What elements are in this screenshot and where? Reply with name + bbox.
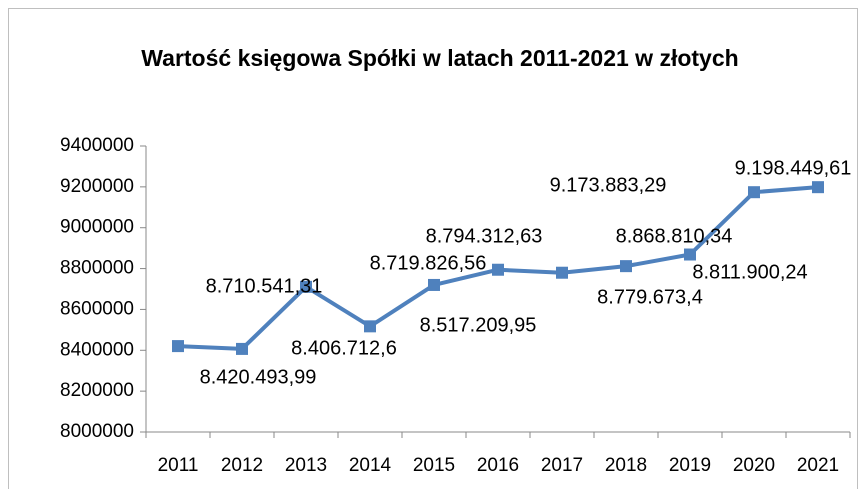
marker <box>684 248 696 261</box>
x-tick-label: 2011 <box>158 455 199 476</box>
data-label: 9.198.449,61 <box>735 157 852 179</box>
data-label: 8.406.712,6 <box>291 337 397 359</box>
x-tick-label: 2018 <box>605 455 647 476</box>
y-tick-label: 8400000 <box>60 339 134 360</box>
data-label: 8.868.810,34 <box>616 225 733 247</box>
marker <box>812 181 824 194</box>
marker <box>236 342 248 355</box>
data-label: 8.420.493,99 <box>200 366 317 388</box>
y-tick-label: 9200000 <box>60 176 134 197</box>
y-tick-label: 8600000 <box>60 298 134 319</box>
data-label: 8.779.673,4 <box>597 286 703 308</box>
data-label: 9.173.883,29 <box>550 174 667 196</box>
data-label: 8.710.541,31 <box>206 275 323 297</box>
chart-title: Wartość księgowa Spółki w latach 2011-20… <box>141 45 739 71</box>
y-tick-label: 8000000 <box>60 421 134 442</box>
data-label: 8.794.312,63 <box>426 225 543 247</box>
x-tick-label: 2014 <box>349 455 392 476</box>
data-label: 8.517.209,95 <box>420 314 537 336</box>
marker <box>172 340 184 353</box>
marker <box>428 278 440 291</box>
x-tick-label: 2015 <box>413 455 455 476</box>
y-tick-label: 9400000 <box>60 135 134 156</box>
x-tick-label: 2021 <box>797 455 839 476</box>
marker <box>300 280 312 293</box>
data-label: 8.811.900,24 <box>692 261 807 283</box>
marker <box>492 263 504 276</box>
chart-border <box>8 8 858 489</box>
x-tick-label: 2019 <box>669 455 711 476</box>
x-tick-label: 2020 <box>733 455 775 476</box>
x-tick-label: 2017 <box>541 455 583 476</box>
marker <box>748 186 760 199</box>
x-tick-label: 2013 <box>285 455 327 476</box>
y-tick-label: 8800000 <box>60 258 134 279</box>
data-label: 8.719.826,56 <box>370 252 487 274</box>
y-tick-label: 9000000 <box>60 217 134 238</box>
marker <box>620 260 632 273</box>
y-tick-label: 8200000 <box>60 380 134 401</box>
marker <box>556 266 568 279</box>
x-tick-label: 2012 <box>221 455 263 476</box>
marker <box>364 320 376 333</box>
x-tick-label: 2016 <box>477 455 519 476</box>
